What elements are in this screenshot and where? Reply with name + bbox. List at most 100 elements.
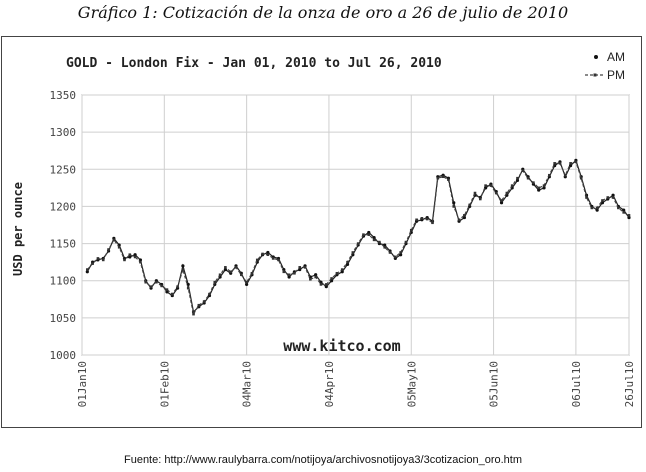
data-point-pm — [537, 186, 541, 190]
chart-grid — [81, 94, 630, 356]
data-point-am — [345, 262, 350, 266]
data-point-pm — [91, 262, 94, 265]
data-point-pm — [574, 160, 578, 164]
legend-label-am: AM — [607, 50, 625, 64]
data-point-pm — [240, 273, 243, 277]
data-point-pm — [293, 271, 296, 275]
data-point-pm — [479, 197, 482, 201]
y-tick-label: 1200 — [50, 200, 77, 213]
data-point-pm — [123, 258, 126, 262]
data-point-pm — [563, 173, 567, 177]
data-point-am — [314, 273, 318, 277]
data-point-pm — [611, 196, 615, 199]
data-point-pm — [409, 228, 413, 232]
data-point-pm — [266, 253, 270, 257]
data-point-pm — [388, 251, 392, 254]
data-point-pm — [463, 214, 466, 217]
data-point-pm — [473, 191, 477, 195]
data-point-pm — [133, 255, 137, 259]
data-point-am — [266, 250, 270, 255]
y-tick-label: 1350 — [50, 89, 77, 102]
data-point-pm — [489, 184, 493, 187]
data-point-pm — [601, 199, 604, 202]
data-point-am — [340, 270, 344, 274]
data-point-pm — [590, 206, 594, 210]
data-point-pm — [542, 184, 546, 187]
y-tick-label: 1300 — [50, 126, 77, 139]
data-point-pm — [441, 175, 445, 179]
data-point-pm — [197, 303, 201, 307]
data-point-pm — [309, 277, 312, 281]
data-point-pm — [234, 266, 238, 269]
data-point-pm — [255, 258, 259, 262]
data-point-pm — [622, 211, 625, 214]
data-point-pm — [415, 218, 418, 222]
y-tick-label: 1100 — [50, 275, 77, 288]
data-point-pm — [202, 300, 206, 303]
data-point-pm — [170, 292, 174, 296]
data-point-pm — [192, 312, 195, 316]
x-tick-label: 05Jun10 — [488, 361, 501, 407]
legend-label-pm: PM — [607, 68, 625, 82]
data-point-pm — [155, 280, 158, 284]
data-point-pm — [117, 245, 121, 249]
data-point-am — [298, 267, 302, 272]
data-point-pm — [107, 248, 110, 251]
data-point-am — [165, 290, 169, 294]
data-point-pm — [500, 199, 503, 202]
data-point-pm — [595, 206, 599, 210]
x-axis-ticks: 01Jan10 01Feb10 04Mar10 04Apr10 05May10 05Jun… — [76, 361, 636, 407]
x-tick-label: 05May10 — [405, 361, 418, 407]
data-point-am — [537, 188, 541, 192]
data-point-pm — [383, 245, 387, 249]
data-point-pm — [367, 233, 371, 236]
data-point-pm — [224, 266, 227, 269]
data-point-pm — [149, 285, 153, 288]
data-point-pm — [494, 191, 498, 195]
data-point-am — [600, 201, 605, 205]
data-point-pm — [516, 176, 519, 180]
data-point-pm — [287, 273, 291, 277]
gold-price-chart: GOLD - London Fix - Jan 01, 2010 to Jul … — [11, 50, 636, 407]
data-point-am — [622, 208, 626, 212]
chart-series — [85, 158, 631, 316]
data-point-pm — [261, 252, 264, 256]
data-point-am — [568, 163, 573, 168]
x-tick-label: 01Feb10 — [158, 361, 171, 407]
data-point-am — [595, 208, 599, 212]
data-point-am — [287, 275, 291, 279]
x-tick-label: 01Jan10 — [76, 361, 89, 407]
data-point-am — [372, 236, 376, 240]
data-point-am — [319, 280, 323, 284]
legend-marker-am — [594, 55, 598, 59]
data-point-am — [542, 186, 546, 190]
data-point-pm — [298, 266, 302, 269]
data-point-pm — [362, 233, 365, 236]
data-point-pm — [510, 184, 514, 187]
data-point-pm — [452, 205, 456, 208]
data-point-pm — [484, 184, 487, 187]
x-tick-label: 06Jul10 — [570, 361, 583, 407]
data-point-pm — [250, 271, 254, 275]
data-point-pm — [404, 240, 408, 244]
data-point-am — [133, 253, 137, 257]
y-tick-label: 1050 — [50, 312, 77, 325]
x-tick-label: 04Apr10 — [323, 361, 336, 407]
data-point-pm — [128, 253, 132, 257]
data-point-pm — [112, 238, 116, 242]
data-point-pm — [139, 260, 142, 264]
data-point-pm — [176, 285, 179, 288]
data-point-pm — [606, 196, 610, 199]
data-point-pm — [160, 284, 163, 288]
series-line-am — [86, 159, 630, 314]
data-point-pm — [208, 292, 211, 296]
data-point-pm — [356, 242, 360, 245]
data-point-pm — [218, 273, 222, 277]
data-point-pm — [181, 268, 185, 271]
data-point-am — [324, 285, 328, 289]
data-point-pm — [86, 268, 89, 271]
y-axis-ticks: 1000 1050 1100 1150 1200 1250 1300 1350 — [50, 89, 77, 362]
data-point-pm — [505, 191, 509, 195]
data-point-pm — [303, 266, 307, 269]
data-point-am — [611, 193, 615, 197]
